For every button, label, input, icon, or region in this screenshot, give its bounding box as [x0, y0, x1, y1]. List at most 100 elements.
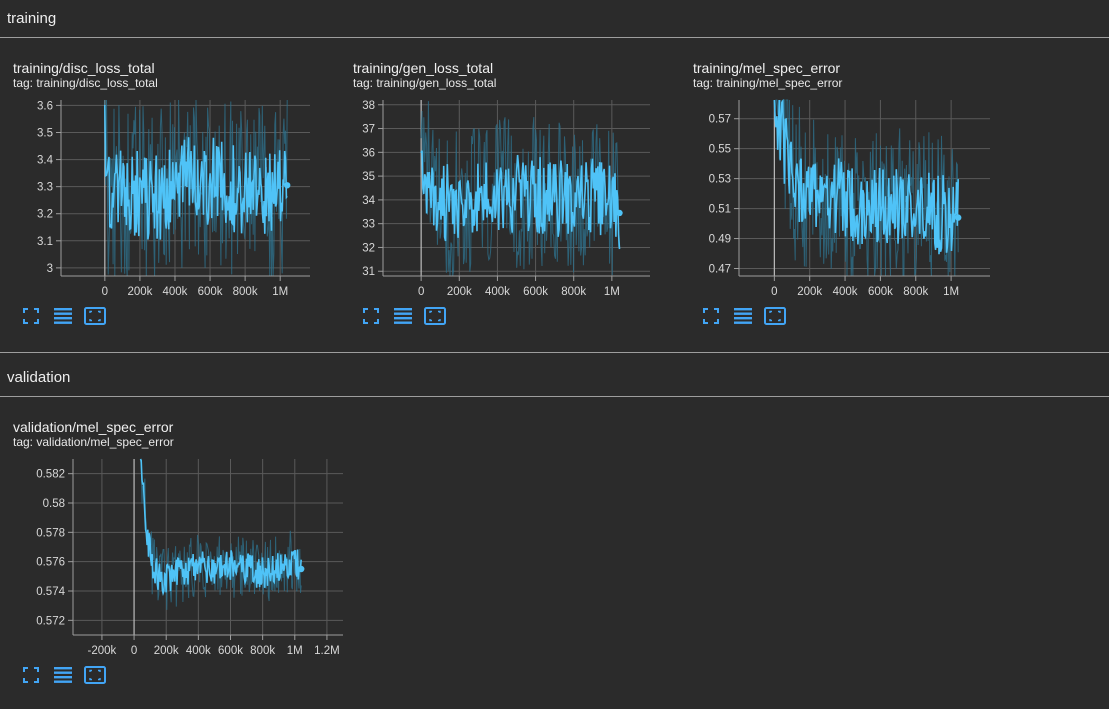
card-tag: tag: training/gen_loss_total — [353, 76, 497, 90]
line-chart[interactable]: 0 200k 400k 600k 800k 1M 31 32 33 34 35 36 37 38 — [353, 90, 683, 305]
y-tick-label: 3.2 — [37, 209, 53, 221]
fullscreen-button[interactable] — [20, 306, 42, 326]
toggle-log-scale-button[interactable] — [52, 306, 74, 326]
x-tick-label: 1.2M — [314, 645, 340, 657]
card-tag: tag: validation/mel_spec_error — [13, 435, 174, 449]
toggle-log-scale-button[interactable] — [52, 665, 74, 685]
section-title: validation — [7, 369, 71, 386]
section-title: training — [7, 10, 57, 27]
x-tick-label: -200k — [88, 645, 117, 657]
series-line — [420, 150, 621, 250]
fit-domain-button[interactable] — [84, 306, 106, 326]
fit-domain-icon — [84, 666, 106, 684]
x-tick-label: 800k — [250, 645, 275, 657]
toggle-log-scale-icon — [54, 667, 72, 683]
y-tick-label: 0.576 — [36, 557, 65, 569]
toggle-log-scale-button[interactable] — [392, 306, 414, 326]
chart-card-gen-loss: training/gen_loss_total tag: training/ge… — [353, 60, 683, 350]
y-tick-label: 34 — [362, 195, 375, 207]
fullscreen-icon — [23, 308, 39, 324]
x-tick-label: 400k — [485, 286, 510, 298]
series-end-point — [298, 565, 305, 573]
y-tick-label: 0.55 — [709, 144, 731, 156]
line-chart[interactable]: 0 200k 400k 600k 800k 1M 0.47 0.49 0.51 0.53 0.55 0… — [693, 90, 1023, 305]
y-tick-label: 0.58 — [43, 498, 65, 510]
y-tick-label: 3.3 — [37, 182, 53, 194]
x-tick-label: 600k — [868, 286, 893, 298]
y-tick-label: 0.572 — [36, 615, 65, 627]
x-tick-label: 200k — [447, 286, 472, 298]
toggle-log-scale-button[interactable] — [732, 306, 754, 326]
card-tag: tag: training/disc_loss_total — [13, 76, 158, 90]
y-tick-label: 3.5 — [37, 127, 53, 139]
x-tick-label: 800k — [233, 286, 258, 298]
card-title: training/mel_spec_error — [693, 60, 841, 76]
series-line — [104, 104, 288, 240]
card-title: training/gen_loss_total — [353, 60, 494, 76]
y-tick-label: 3.4 — [37, 155, 54, 167]
x-tick-label: 200k — [797, 286, 822, 298]
y-tick-label: 36 — [362, 147, 375, 159]
x-tick-label: 400k — [163, 286, 188, 298]
y-tick-label: 31 — [362, 266, 375, 278]
section-header-training[interactable]: training — [0, 0, 1109, 38]
y-tick-label: 32 — [362, 242, 375, 254]
x-tick-label: 400k — [833, 286, 858, 298]
fullscreen-icon — [363, 308, 379, 324]
y-tick-label: 0.53 — [709, 174, 731, 186]
y-tick-label: 3 — [47, 263, 53, 275]
x-tick-label: 800k — [561, 286, 586, 298]
fullscreen-icon — [23, 667, 39, 683]
section-header-validation[interactable]: validation — [0, 359, 1109, 397]
x-tick-label: 0 — [771, 286, 777, 298]
x-tick-label: 200k — [127, 286, 152, 298]
line-chart[interactable]: -200k 0 200k 400k 600k 800k 1M 1.2M 0.572 0.574 0.… — [13, 449, 343, 664]
fullscreen-button[interactable] — [700, 306, 722, 326]
fit-domain-icon — [424, 307, 446, 325]
x-tick-label: 400k — [186, 645, 211, 657]
y-tick-label: 3.6 — [37, 100, 53, 112]
fit-domain-icon — [84, 307, 106, 325]
y-tick-label: 0.57 — [709, 114, 731, 126]
card-title: training/disc_loss_total — [13, 60, 155, 76]
raw-series-line — [104, 99, 288, 277]
chart-card-disc-loss: training/disc_loss_total tag: training/d… — [13, 60, 343, 350]
series-end-point — [616, 209, 623, 217]
toggle-log-scale-icon — [394, 308, 412, 324]
series-line — [773, 98, 959, 255]
x-tick-label: 0 — [102, 286, 108, 298]
fit-domain-icon — [764, 307, 786, 325]
fullscreen-button[interactable] — [20, 665, 42, 685]
chart-card-mel-spec-validation: validation/mel_spec_error tag: validatio… — [13, 419, 343, 709]
card-title: validation/mel_spec_error — [13, 419, 174, 435]
series-end-point — [954, 214, 962, 221]
y-tick-label: 0.49 — [709, 234, 731, 246]
x-tick-label: 1M — [604, 286, 620, 298]
fit-domain-button[interactable] — [764, 306, 786, 326]
y-tick-label: 33 — [362, 219, 375, 231]
y-tick-label: 3.1 — [37, 236, 53, 248]
y-tick-label: 35 — [362, 171, 375, 183]
y-tick-label: 0.574 — [36, 586, 65, 598]
y-tick-label: 38 — [362, 100, 375, 112]
y-tick-label: 37 — [362, 124, 375, 136]
fullscreen-button[interactable] — [360, 306, 382, 326]
y-tick-label: 0.582 — [36, 469, 65, 481]
x-tick-label: 1M — [943, 286, 959, 298]
fit-domain-button[interactable] — [84, 665, 106, 685]
line-chart[interactable]: 0 200k 400k 600k 800k 1M 3 3.1 3.2 3.3 3.4 3.5 3.6 — [13, 90, 343, 305]
x-tick-label: 1M — [287, 645, 303, 657]
x-tick-label: 600k — [198, 286, 223, 298]
card-tag: tag: training/mel_spec_error — [693, 76, 843, 90]
x-tick-label: 600k — [523, 286, 548, 298]
series-line — [139, 458, 302, 597]
toggle-log-scale-icon — [54, 308, 72, 324]
series-end-point — [284, 182, 291, 189]
y-tick-label: 0.47 — [709, 264, 731, 276]
toggle-log-scale-icon — [734, 308, 752, 324]
fit-domain-button[interactable] — [424, 306, 446, 326]
x-tick-label: 0 — [131, 645, 137, 657]
section-divider — [0, 352, 1109, 353]
fullscreen-icon — [703, 308, 719, 324]
x-tick-label: 800k — [903, 286, 928, 298]
